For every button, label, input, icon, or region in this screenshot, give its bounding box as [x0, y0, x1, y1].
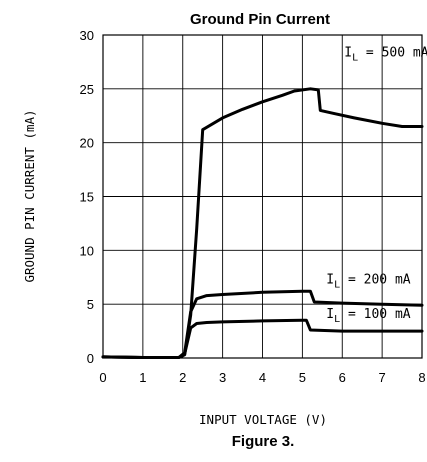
series-label-2: IL = 200 mA: [326, 273, 410, 291]
x-tick-label: 1: [139, 370, 146, 385]
y-tick-label: 30: [80, 28, 94, 43]
x-tick-label: 6: [339, 370, 346, 385]
x-tick-label: 0: [99, 370, 106, 385]
plot-frame: [102, 34, 423, 359]
x-axis-label: INPUT VOLTAGE (V): [199, 412, 327, 427]
y-axis-label: GROUND PIN CURRENT (mA): [22, 109, 37, 282]
x-tick-label: 4: [259, 370, 266, 385]
tick-labels: 0 1 2 3 4 5 6 7 8 0 5 10 15 20 25 30: [80, 28, 426, 385]
x-tick-label: 7: [379, 370, 386, 385]
y-tick-label: 15: [80, 190, 94, 205]
series-line-3: [101, 318, 424, 359]
figure-caption: Figure 3.: [232, 433, 295, 450]
series-labels: IL = 500 mA IL = 200 mA IL = 100 mA: [326, 46, 427, 326]
series-curves: [101, 87, 424, 359]
x-tick-label: 2: [179, 370, 186, 385]
x-tick-label: 8: [418, 370, 425, 385]
chart-title: Ground Pin Current: [190, 11, 330, 28]
y-tick-label: 25: [80, 82, 94, 97]
y-tick-label: 10: [80, 243, 94, 258]
series-label-1: IL = 500 mA: [344, 46, 427, 64]
y-tick-label: 5: [87, 297, 94, 312]
x-tick-label: 3: [219, 370, 226, 385]
y-tick-label: 20: [80, 136, 94, 151]
series-label-3: IL = 100 mA: [326, 307, 410, 325]
x-tick-label: 5: [299, 370, 306, 385]
y-tick-label: 0: [87, 351, 94, 366]
